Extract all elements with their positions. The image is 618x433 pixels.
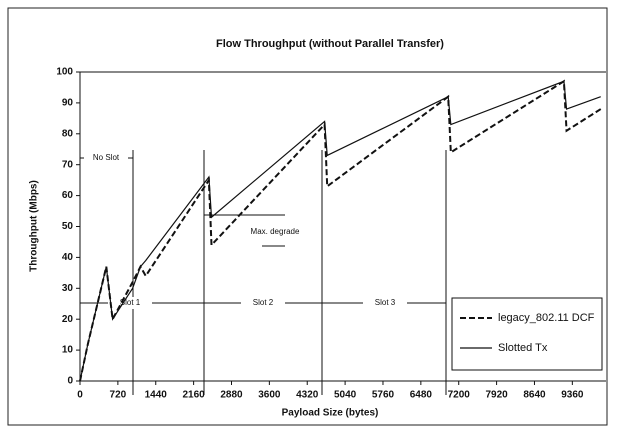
x-tick-label: 5040 (334, 390, 357, 401)
y-tick-label: 30 (62, 283, 74, 294)
x-axis-label: Payload Size (bytes) (282, 408, 379, 419)
x-tick-label: 5760 (372, 390, 395, 401)
y-axis-label: Throughput (Mbps) (29, 180, 40, 272)
annotation-bg (253, 226, 297, 238)
series-line (79, 80, 601, 382)
y-tick-label: 70 (62, 159, 74, 170)
x-tick-label: 8640 (523, 390, 546, 401)
x-tick-label: 720 (110, 390, 127, 401)
legend-box (451, 297, 603, 371)
annotation-bg (241, 297, 285, 309)
chart-title: Flow Throughput (without Parallel Transf… (216, 38, 444, 50)
x-tick-label: 4320 (296, 390, 319, 401)
y-tick-label: 90 (62, 98, 74, 109)
annotation: No Slot (93, 153, 120, 162)
x-tick-label: 3600 (258, 390, 281, 401)
x-tick-label: 6480 (410, 390, 433, 401)
annotation-bg (84, 152, 128, 164)
legend-label: Slotted Tx (498, 342, 548, 354)
x-tick-label: 1440 (145, 390, 168, 401)
y-tick-label: 20 (62, 314, 74, 325)
annotation-bg (363, 297, 407, 309)
y-tick-label: 80 (62, 128, 74, 139)
x-tick-label: 2880 (220, 390, 243, 401)
y-tick-label: 0 (67, 376, 73, 387)
x-tick-label: 9360 (561, 390, 584, 401)
y-tick-label: 50 (62, 221, 74, 232)
annotation: Slot 3 (375, 298, 396, 307)
x-tick-label: 7200 (448, 390, 471, 401)
x-tick-label: 0 (77, 390, 83, 401)
x-tick-label: 7920 (485, 390, 508, 401)
annotation: Slot 2 (253, 298, 274, 307)
series-line (79, 79, 602, 382)
frame (7, 7, 608, 426)
y-tick-label: 60 (62, 190, 74, 201)
x-tick-label: 2160 (182, 390, 205, 401)
y-tick-label: 10 (62, 345, 74, 356)
annotation: Slot 1 (120, 298, 141, 307)
legend-label: legacy_802.11 DCF (498, 312, 595, 324)
y-tick-label: 100 (56, 67, 73, 78)
y-tick-label: 40 (62, 252, 74, 263)
annotation: Max. degrade (251, 227, 300, 236)
